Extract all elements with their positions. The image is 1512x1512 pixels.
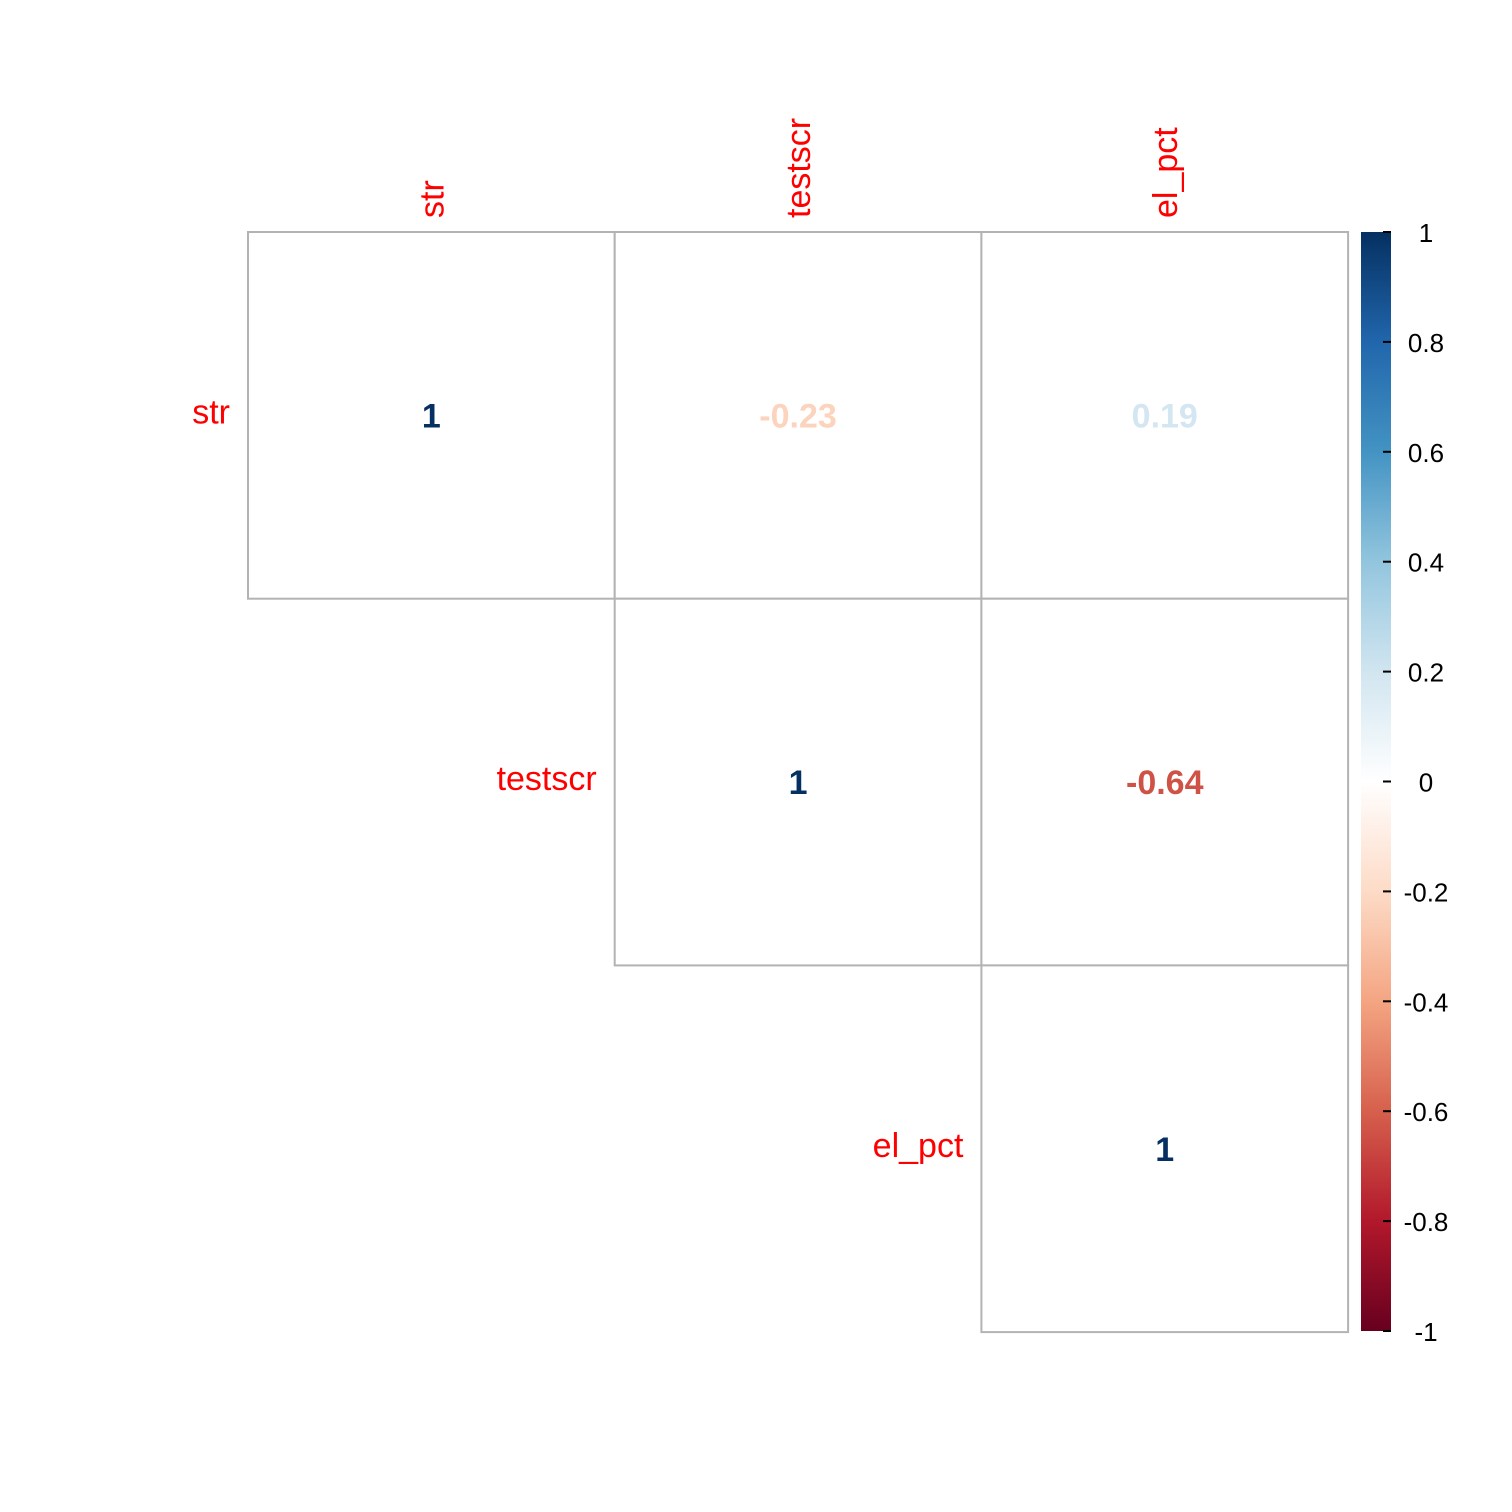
value-str-str: 1	[422, 397, 441, 435]
colorbar-tick-label: -1	[1414, 1317, 1437, 1347]
colorbar-tick-label: -0.4	[1404, 987, 1449, 1017]
colorbar-tick-label: -0.6	[1404, 1097, 1449, 1127]
colorbar-tick-label: 1	[1419, 218, 1433, 248]
column-label-str: str	[413, 180, 451, 218]
colorbar-tick-label: -0.2	[1404, 877, 1449, 907]
correlation-cells	[247, 231, 1350, 1334]
row-labels: str testscr el_pct	[192, 393, 964, 1164]
correlation-values: 1 -0.23 0.19 1 -0.64 1	[422, 397, 1204, 1168]
value-str-el_pct: 0.19	[1132, 397, 1198, 435]
column-label-el_pct: el_pct	[1147, 127, 1185, 218]
cell-el_pct-el_pct	[980, 964, 1350, 1334]
value-testscr-testscr: 1	[789, 764, 808, 802]
cell-testscr-el_pct	[980, 597, 1350, 967]
value-testscr-el_pct: -0.64	[1126, 764, 1204, 802]
value-str-testscr: -0.23	[759, 397, 837, 435]
colorbar-tick-label: 0.4	[1408, 548, 1444, 578]
row-label-testscr: testscr	[497, 760, 597, 798]
cell-str-str	[247, 231, 616, 600]
colorbar-tick-label: 0.6	[1408, 438, 1444, 468]
colorbar: 1 0.8 0.6 0.4 0.2 0 -0.2 -0.4 -0.6 -0.8 -1	[1361, 218, 1448, 1347]
column-label-testscr: testscr	[780, 118, 818, 218]
column-labels: str testscr el_pct	[413, 118, 1184, 218]
cell-str-el_pct	[980, 231, 1350, 600]
colorbar-tick-label: -0.8	[1404, 1207, 1449, 1237]
cell-testscr-testscr	[613, 597, 983, 967]
row-label-el_pct: el_pct	[873, 1127, 964, 1165]
value-el_pct-el_pct: 1	[1155, 1131, 1174, 1169]
colorbar-tick-label: 0.8	[1408, 328, 1444, 358]
colorbar-tick-label: 0.2	[1408, 658, 1444, 688]
cell-str-testscr	[613, 231, 983, 600]
colorbar-tick-label: 0	[1419, 768, 1433, 798]
row-label-str: str	[192, 393, 230, 431]
